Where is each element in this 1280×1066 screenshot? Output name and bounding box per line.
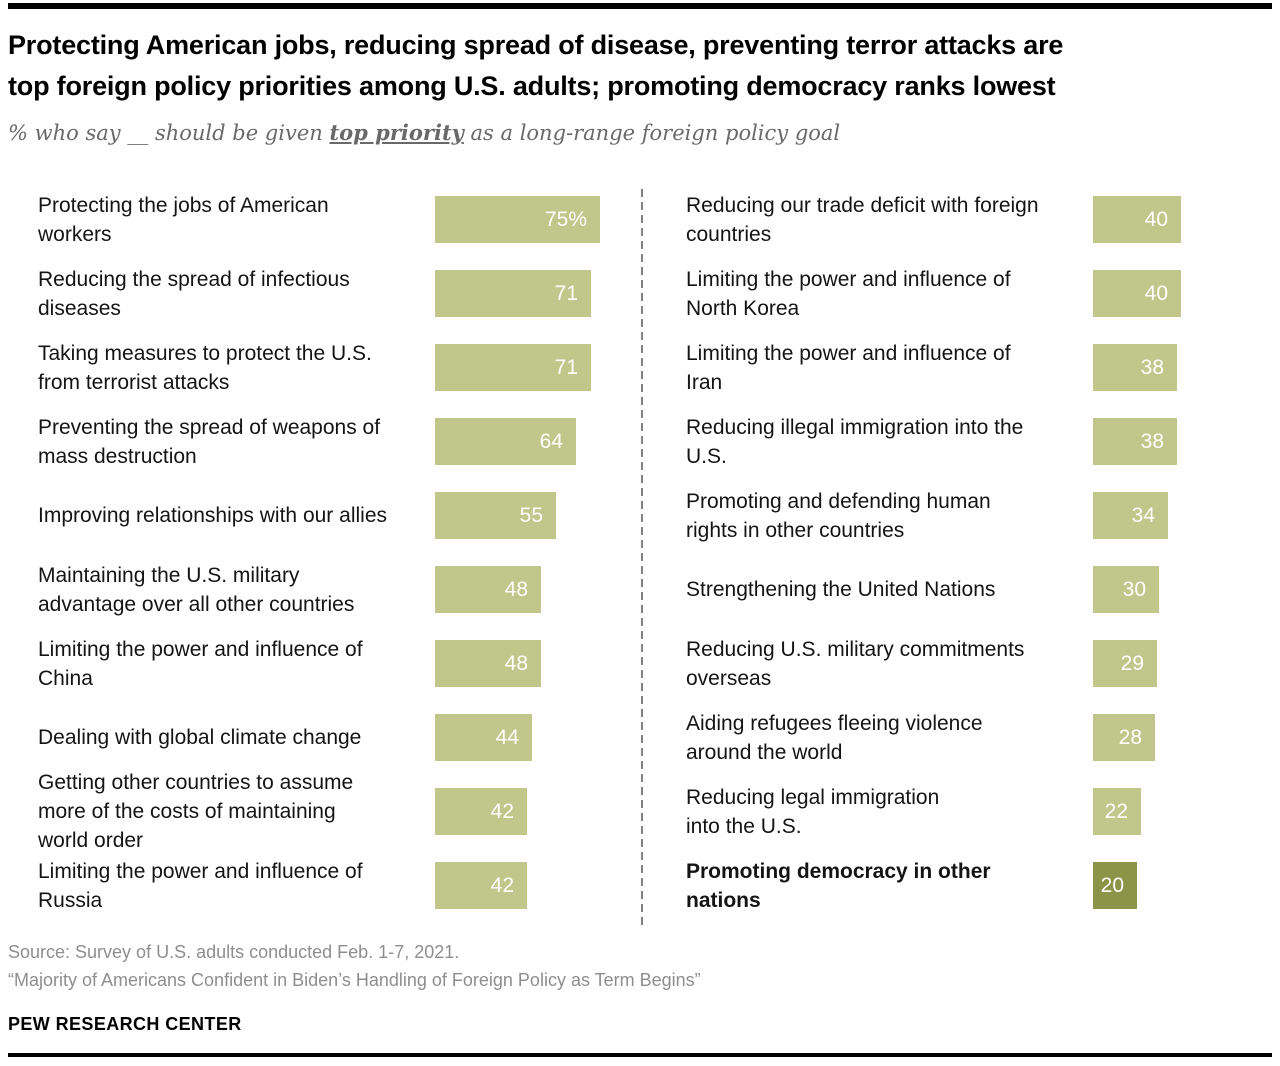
bar-value: 48 (504, 651, 528, 675)
bar-row: Promoting democracy in other nations 20 (686, 860, 1264, 912)
bar: 34 (1093, 492, 1168, 539)
bar: 64 (435, 418, 576, 465)
bar-row: Reducing illegal immigration into the U.… (686, 416, 1264, 468)
bar-value: 30 (1122, 577, 1146, 601)
subtitle-emphasis: top priority (329, 120, 464, 145)
bar-label: Limiting the power and influence of Chin… (38, 637, 363, 690)
bar-value: 48 (504, 577, 528, 601)
bar-label: Getting other countries to assume more o… (38, 771, 354, 852)
bar-chart: Protecting the jobs of American workers 7… (8, 189, 1272, 925)
bar-value: 75% (544, 207, 587, 231)
bar-label: Taking measures to protect the U.S. from… (38, 341, 372, 394)
bar-label: Reducing the spread of infectious diseas… (38, 267, 350, 320)
source-line-1: Source: Survey of U.S. adults conducted … (8, 942, 460, 962)
bar-label: Reducing U.S. military commitments overs… (686, 637, 1025, 690)
bar-value: 42 (490, 799, 514, 823)
bar-label: Strengthening the United Nations (686, 578, 996, 601)
bar-row: Limiting the power and influence of Iran… (686, 342, 1264, 394)
bar: 29 (1093, 640, 1157, 687)
bar-row: Maintaining the U.S. military advantage … (38, 564, 642, 616)
bar-row: Strengthening the United Nations 30 (686, 566, 1264, 613)
bar: 75% (435, 196, 600, 243)
bar-label: Reducing illegal immigration into the U.… (686, 415, 1024, 468)
bar-value: 20 (1100, 873, 1124, 897)
bar-value: 42 (490, 873, 514, 897)
bar-value: 44 (495, 725, 519, 749)
bar: 40 (1093, 270, 1181, 317)
bar: 48 (435, 640, 541, 687)
bar-row: Improving relationships with our allies 5… (38, 492, 642, 539)
bar-label: Reducing legal immigration into the U.S. (686, 785, 940, 838)
subtitle-prefix: % who say __ should be given (8, 121, 330, 145)
bar-row: Taking measures to protect the U.S. from… (38, 342, 642, 394)
bar-value: 71 (554, 355, 578, 379)
footer: Source: Survey of U.S. adults conducted … (8, 938, 1272, 1035)
bar: 44 (435, 714, 532, 761)
subtitle-suffix: as a long-range foreign policy goal (463, 121, 841, 145)
bar-label: Limiting the power and influence of Russ… (38, 859, 363, 912)
bar-row: Limiting the power and influence of Nort… (686, 268, 1264, 320)
bar: 28 (1093, 714, 1155, 761)
bar-label: Limiting the power and influence of Iran (686, 341, 1011, 394)
bar-value: 29 (1120, 651, 1144, 675)
bar-label: Improving relationships with our allies (38, 504, 387, 527)
bar: 48 (435, 566, 541, 613)
bar-row: Reducing our trade deficit with foreign … (686, 194, 1264, 246)
bar-label: Dealing with global climate change (38, 726, 362, 749)
bar-row: Getting other countries to assume more o… (38, 771, 642, 852)
bottom-rule (8, 1053, 1272, 1057)
bar-label: Limiting the power and influence of Nort… (686, 267, 1011, 320)
bar-value: 38 (1140, 429, 1164, 453)
bar-label: Protecting the jobs of American workers (38, 193, 329, 246)
bar-value: 55 (519, 503, 543, 527)
bar-row: Promoting and defending human rights in … (686, 490, 1264, 542)
bar-value: 64 (539, 429, 563, 453)
bar-value: 22 (1104, 799, 1128, 823)
bar-row: Limiting the power and influence of Chin… (38, 638, 642, 690)
bar-row: Reducing the spread of infectious diseas… (38, 268, 642, 320)
bar-value: 71 (554, 281, 578, 305)
brand-pew-research-center: PEW RESEARCH CENTER (8, 1014, 242, 1034)
bar: 42 (435, 788, 527, 835)
bar-label: Preventing the spread of weapons of mass… (38, 415, 381, 468)
bar: 30 (1093, 566, 1159, 613)
bar: 20 (1093, 862, 1137, 909)
bar-row: Dealing with global climate change 44 (38, 714, 642, 761)
bar-label: Promoting democracy in other nations (686, 859, 991, 912)
page-title: Protecting American jobs, reducing sprea… (8, 30, 1064, 101)
source-line-2: “Majority of Americans Confident in Bide… (8, 970, 701, 990)
bar: 71 (435, 270, 591, 317)
chart-column-left: Protecting the jobs of American workers 7… (8, 194, 642, 912)
bar-row: Aiding refugees fleeing violence around … (686, 712, 1264, 764)
bar-row: Preventing the spread of weapons of mass… (38, 416, 642, 468)
bar: 38 (1093, 418, 1177, 465)
bar: 42 (435, 862, 527, 909)
top-rule (8, 3, 1272, 9)
bar-row: Protecting the jobs of American workers 7… (38, 194, 642, 246)
chart-column-right: Reducing our trade deficit with foreign … (642, 194, 1264, 912)
bar: 55 (435, 492, 556, 539)
bar-label: Aiding refugees fleeing violence around … (686, 711, 983, 764)
bar: 38 (1093, 344, 1177, 391)
chart-subtitle: % who say __ should be given top priorit… (8, 119, 1272, 147)
bar-value: 34 (1131, 503, 1155, 527)
bar-row: Limiting the power and influence of Russ… (38, 860, 642, 912)
bar: 40 (1093, 196, 1181, 243)
bar-value: 28 (1118, 725, 1142, 749)
bar-value: 40 (1144, 281, 1168, 305)
bar: 71 (435, 344, 591, 391)
bar: 22 (1093, 788, 1141, 835)
bar-label: Reducing our trade deficit with foreign … (686, 193, 1039, 246)
bar-row: Reducing U.S. military commitments overs… (686, 638, 1264, 690)
bar-value: 40 (1144, 207, 1168, 231)
column-divider (641, 189, 643, 925)
bar-row: Reducing legal immigration into the U.S.… (686, 786, 1264, 838)
bar-label: Maintaining the U.S. military advantage … (38, 563, 355, 616)
bar-value: 38 (1140, 355, 1164, 379)
bar-label: Promoting and defending human rights in … (686, 489, 991, 542)
